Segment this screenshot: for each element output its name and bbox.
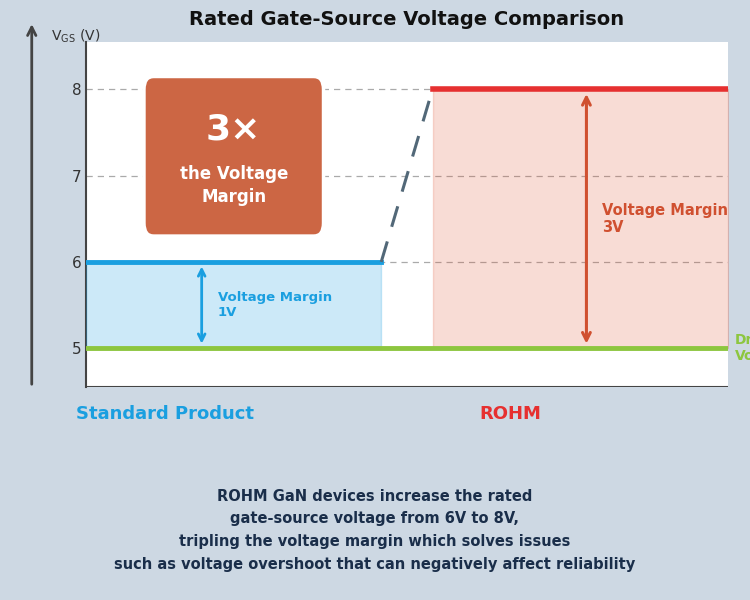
Title: Rated Gate-Source Voltage Comparison: Rated Gate-Source Voltage Comparison [189,10,625,29]
Text: Voltage Margin
3V: Voltage Margin 3V [602,203,728,235]
Text: ROHM GaN devices increase the rated
gate-source voltage from 6V to 8V,
tripling : ROHM GaN devices increase the rated gate… [114,488,635,572]
Text: V$_{\mathregular{GS}}$ (V): V$_{\mathregular{GS}}$ (V) [51,28,100,45]
Text: 3×: 3× [206,113,262,146]
Text: Voltage Margin
1V: Voltage Margin 1V [217,291,332,319]
Text: Standard Product: Standard Product [76,405,254,423]
FancyBboxPatch shape [144,76,323,236]
Text: the Voltage
Margin: the Voltage Margin [179,165,288,206]
Text: Drive
Voltage: Drive Voltage [735,333,750,363]
Text: ROHM: ROHM [479,405,541,423]
